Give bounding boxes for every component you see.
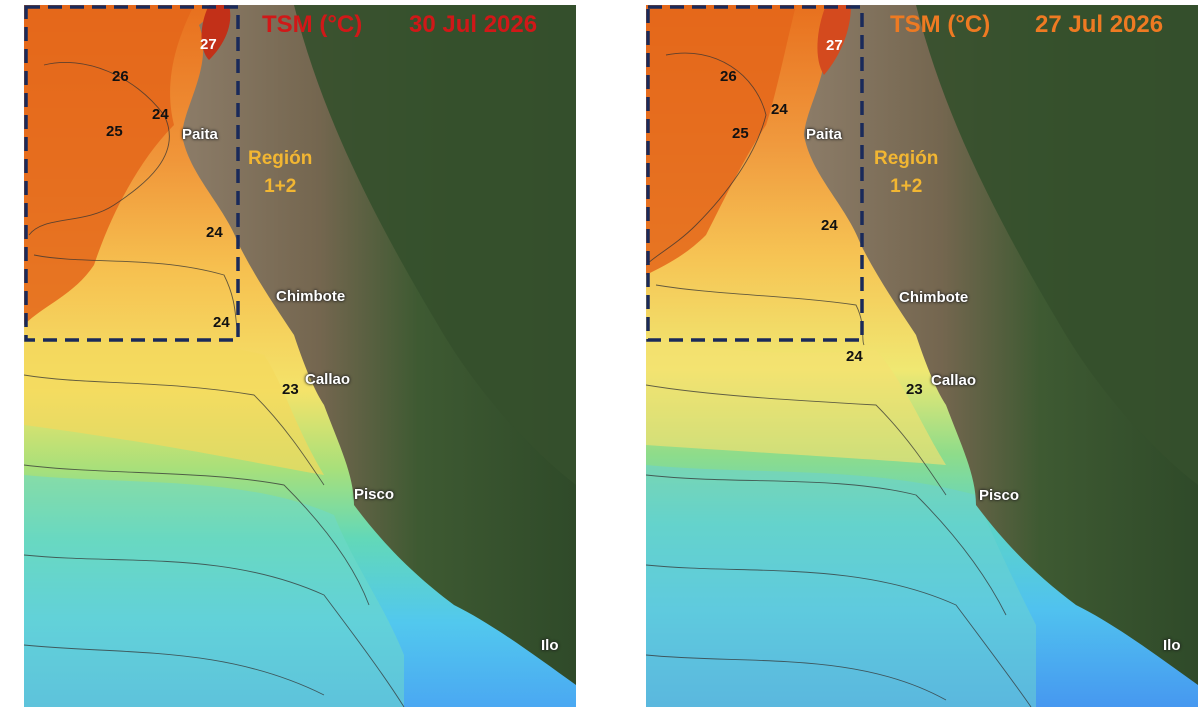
region-label: Región 1+2 (874, 145, 938, 201)
isotherm-label-24: 24 (213, 314, 230, 331)
isotherm-label-24: 24 (846, 348, 863, 365)
sst-map-right (646, 5, 1198, 707)
region-label-line2: 1+2 (890, 176, 923, 197)
isotherm-label-24: 24 (821, 217, 838, 234)
sea-cool-band (24, 475, 404, 707)
date-label: 27 Jul 2026 (1035, 11, 1164, 38)
date-label: 30 Jul 2026 (409, 11, 538, 38)
amazon-forest (294, 5, 576, 485)
isotherm-label-24: 24 (206, 224, 223, 241)
region-1-2-box (646, 5, 864, 342)
city-callao: Callao (931, 372, 977, 389)
city-chimbote: Chimbote (899, 289, 969, 306)
warm-anomaly-region (646, 5, 796, 275)
city-ilo: Ilo (1163, 637, 1181, 654)
city-chimbote: Chimbote (276, 288, 346, 305)
isotherm-label-26: 26 (112, 68, 129, 85)
region-label-line1: Región (248, 148, 313, 169)
isotherm-label-25: 25 (106, 123, 123, 140)
region-label-line1: Región (874, 148, 939, 169)
city-callao: Callao (305, 371, 351, 388)
city-pisco: Pisco (354, 486, 395, 503)
isotherm-label-27: 27 (200, 36, 217, 53)
isotherm-label-24: 24 (152, 106, 169, 123)
variable-title: TSM (°C) (890, 11, 991, 38)
sst-map-left (24, 5, 576, 707)
warm-pocket-27 (201, 5, 231, 60)
region-label: Región 1+2 (248, 145, 312, 201)
warm-anomaly-region (24, 5, 194, 325)
isotherm-lines (24, 62, 405, 707)
sst-map-panel-left: TSM (°C) 30 Jul 2026 Región 1+2 Paita Ch… (24, 5, 576, 707)
city-ilo: Ilo (541, 637, 559, 654)
amazon-forest (916, 5, 1198, 485)
region-label-line2: 1+2 (264, 176, 297, 197)
isotherm-label-23: 23 (282, 381, 299, 398)
sea-yellow-band (24, 335, 324, 475)
isotherm-label-25: 25 (732, 125, 749, 142)
isotherm-label-24: 24 (771, 101, 788, 118)
city-pisco: Pisco (979, 487, 1020, 504)
isotherm-lines (646, 52, 1032, 707)
isotherm-label-26: 26 (720, 68, 737, 85)
city-paita: Paita (806, 126, 842, 143)
warm-pocket-27 (817, 5, 851, 75)
sst-map-panel-right: TSM (°C) 27 Jul 2026 Región 1+2 Paita Ch… (646, 5, 1198, 707)
region-1-2-box (24, 5, 240, 342)
sea-cool-band (646, 465, 1036, 707)
variable-title: TSM (°C) (262, 11, 363, 38)
isotherm-label-27: 27 (826, 37, 843, 54)
city-paita: Paita (182, 126, 218, 143)
isotherm-label-23: 23 (906, 381, 923, 398)
